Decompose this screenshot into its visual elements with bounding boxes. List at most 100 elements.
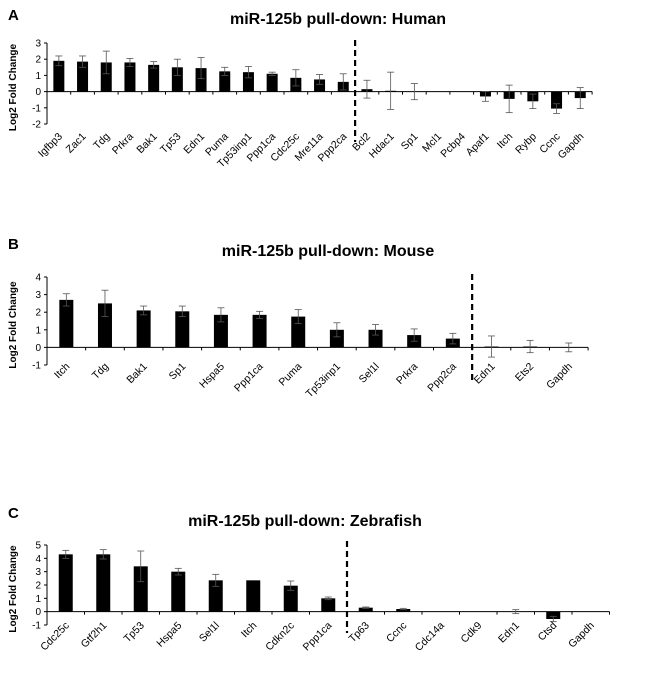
error-bar-hdac1 (387, 71, 395, 110)
bar-prkra (124, 62, 136, 92)
error-bar-prkra (410, 328, 418, 342)
x-tick-label: Prkra (394, 361, 420, 387)
error-bar-edn1 (197, 57, 205, 80)
bar-sel1l (368, 329, 383, 348)
error-bar-cdkn2c (287, 580, 295, 591)
bar-hspa5 (171, 571, 186, 612)
error-bar-itch (62, 293, 70, 307)
x-tick-label: Zac1 (64, 131, 89, 156)
bar-tp53inp1 (242, 72, 254, 92)
panel-human: A miR-125b pull-down: Human Log2 Fold Ch… (8, 7, 593, 170)
panel-mouse: B miR-125b pull-down: Mouse Log2 Fold Ch… (8, 236, 589, 400)
chart-title-human: miR-125b pull-down: Human (230, 11, 446, 28)
error-bar-hspa5 (217, 307, 225, 323)
x-tick-label: Ppp2ca (425, 361, 459, 395)
bar-igfbp3 (53, 60, 65, 92)
x-tick-label: Cdkn2c (263, 620, 297, 654)
error-bar-prkra (126, 57, 134, 67)
x-tick-label: Bak1 (134, 131, 160, 157)
x-tick-label: Hdac1 (367, 131, 397, 161)
x-tick-label: Apaf1 (464, 131, 492, 159)
bar-ppp1ca (252, 314, 267, 348)
bar-gtf2h1 (96, 554, 111, 612)
x-tick-label: Prkra (110, 131, 136, 157)
y-tick-label: 3 (35, 290, 41, 301)
error-bar-bak1 (140, 305, 148, 316)
bar-sp1 (175, 311, 190, 348)
bar-itch (59, 299, 74, 348)
bar-ctsd (546, 611, 561, 619)
y-tick-label: 3 (35, 39, 41, 50)
bar-sel1l (208, 580, 223, 612)
error-bar-mre11a (316, 74, 324, 85)
error-bar-ppp1ca (268, 71, 276, 76)
x-tick-label: Ctsd (536, 620, 560, 644)
x-tick-label: Itch (239, 620, 260, 641)
bar-bak1 (148, 64, 160, 92)
x-tick-label: Pcbp4 (438, 131, 468, 161)
x-tick-label: Ppp1ca (232, 361, 266, 395)
x-tick-label: Sp1 (167, 361, 189, 383)
error-bar-tp53inp1 (244, 66, 252, 79)
x-tick-label: Bak1 (124, 361, 150, 387)
y-axis-label-mouse: Log2 Fold Change (8, 281, 19, 369)
bar-ccnc (396, 609, 411, 612)
error-bar-apaf1 (481, 91, 489, 102)
bar-tdg (97, 303, 112, 348)
y-tick-label: 2 (35, 55, 41, 66)
error-bar-sel1l (372, 324, 380, 336)
error-bar-puma (221, 66, 229, 76)
bar-tp53 (133, 566, 148, 612)
x-tick-label: Cdc25c (38, 620, 72, 654)
error-bar-sp1 (410, 83, 418, 101)
error-bar-igfbp3 (55, 55, 63, 67)
bar-hspa5 (213, 314, 228, 348)
error-bar-tp53 (173, 58, 181, 76)
error-bar-rybp (529, 93, 537, 110)
y-tick-label: 1 (35, 594, 41, 605)
x-tick-label: Gapdh (566, 620, 597, 651)
y-axis-label-human: Log2 Fold Change (8, 43, 19, 131)
y-tick-label: 3 (35, 567, 41, 578)
x-tick-label: Ppp1ca (301, 620, 335, 654)
error-bar-sel1l (212, 573, 220, 587)
x-tick-label: Gapdh (556, 131, 587, 162)
bar-tdg (100, 62, 112, 92)
bar-puma (219, 71, 231, 92)
x-tick-label: Hspa5 (154, 620, 184, 650)
y-tick-label: -1 (32, 361, 41, 372)
error-bar-edn1 (512, 609, 520, 615)
error-bar-ets2 (526, 339, 534, 354)
error-bar-zac1 (79, 55, 87, 68)
error-bar-puma (294, 309, 302, 325)
x-tick-label: Edn1 (472, 361, 498, 387)
error-bar-tdg (101, 289, 109, 318)
error-bar-tdg (102, 50, 110, 75)
x-tick-label: Puma (276, 361, 304, 389)
y-tick-label: 0 (35, 607, 41, 618)
error-bar-cdc25c (292, 69, 300, 87)
y-tick-label: 0 (35, 343, 41, 354)
y-tick-label: 5 (35, 541, 41, 552)
bar-edn1 (195, 68, 207, 92)
x-tick-label: Sel1l (357, 361, 382, 386)
panel-letter-c: C (8, 505, 19, 522)
error-bar-ccnc (399, 607, 407, 611)
x-tick-label: Cdk9 (459, 620, 485, 646)
panel-letter-a: A (8, 7, 19, 24)
x-tick-label: Cdc14a (413, 620, 447, 654)
x-tick-label: Sp1 (399, 131, 421, 153)
x-tick-label: Tdg (90, 361, 111, 382)
panel-zebrafish: C miR-125b pull-down: Zebrafish Log2 Fol… (8, 505, 610, 654)
y-tick-label: 1 (35, 325, 41, 336)
y-axis-label-zebrafish: Log2 Fold Change (8, 545, 19, 633)
error-bar-gtf2h1 (99, 549, 107, 560)
y-tick-label: 1 (35, 71, 41, 82)
x-tick-label: Tp63 (346, 620, 372, 646)
bar-tp63 (358, 607, 373, 612)
x-tick-label: Edn1 (181, 131, 207, 157)
error-bar-ppp1ca (256, 310, 264, 319)
x-tick-label: Gtf2h1 (79, 620, 110, 651)
error-bar-ppp2ca (339, 73, 347, 91)
x-tick-label: Ccnc (384, 620, 409, 645)
